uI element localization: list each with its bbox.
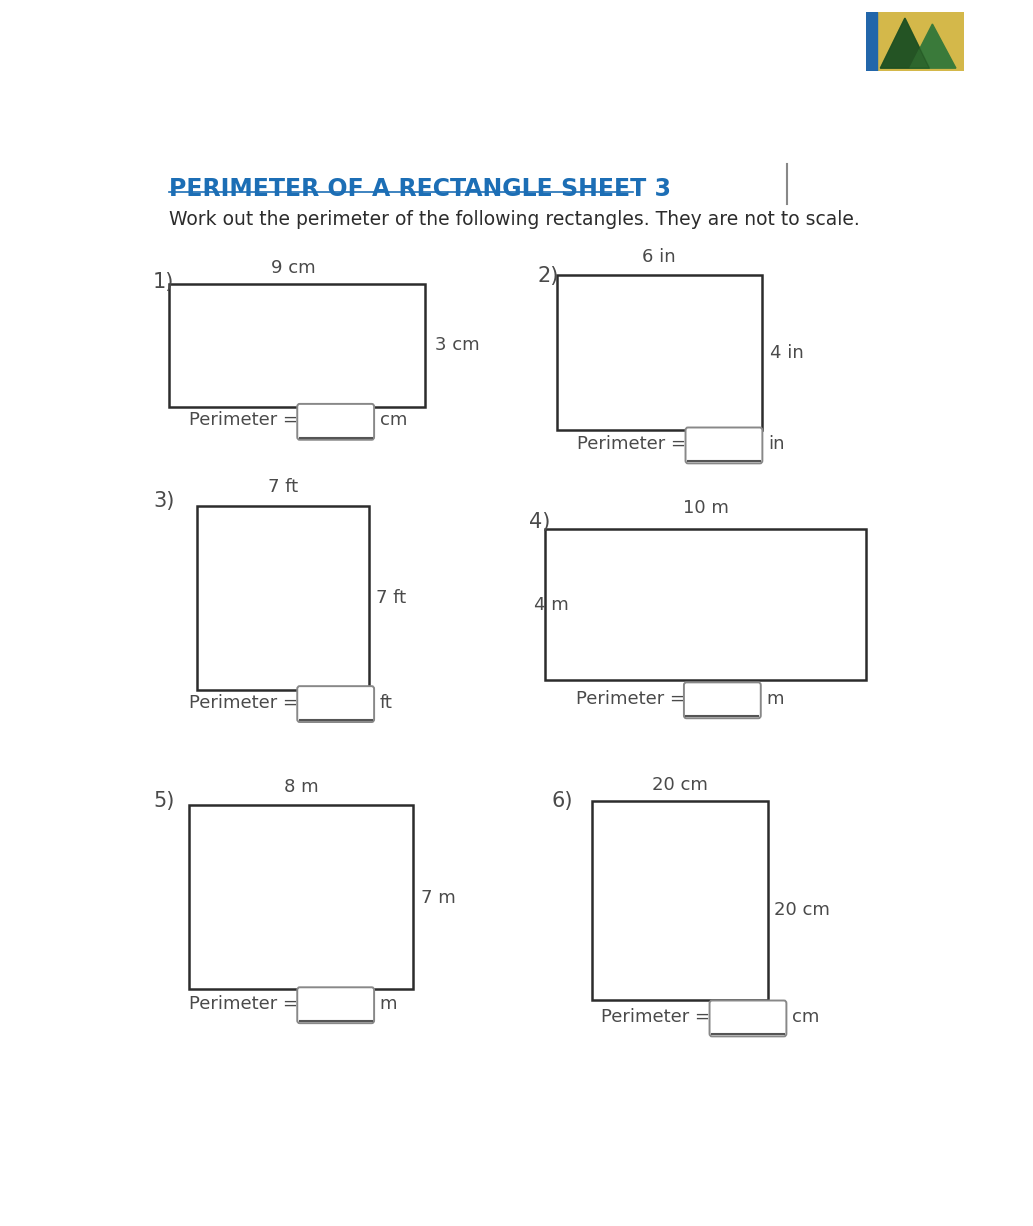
FancyBboxPatch shape (710, 1000, 786, 1036)
Polygon shape (880, 18, 930, 69)
Text: m: m (766, 690, 784, 707)
Text: Perimeter =: Perimeter = (575, 690, 691, 707)
Text: 9 cm: 9 cm (271, 260, 315, 277)
FancyBboxPatch shape (298, 687, 374, 722)
Bar (866, 12, 877, 71)
Text: 5): 5) (153, 791, 175, 810)
FancyBboxPatch shape (686, 428, 762, 463)
Text: cm: cm (792, 1008, 819, 1026)
FancyBboxPatch shape (684, 683, 760, 718)
Text: 20 cm: 20 cm (775, 901, 831, 920)
Text: Work out the perimeter of the following rectangles. They are not to scale.: Work out the perimeter of the following … (169, 211, 859, 229)
Text: 6 in: 6 in (643, 248, 676, 266)
Text: in: in (768, 435, 784, 452)
Text: Perimeter =: Perimeter = (189, 694, 304, 711)
Text: 10 m: 10 m (683, 499, 728, 517)
Text: Perimeter =: Perimeter = (189, 412, 304, 429)
Bar (592, 802, 768, 999)
Text: 2): 2) (537, 266, 559, 286)
Text: cm: cm (380, 412, 407, 429)
Bar (189, 805, 413, 989)
Bar (169, 284, 426, 407)
Text: 7 m: 7 m (420, 889, 456, 906)
Text: Perimeter =: Perimeter = (189, 994, 304, 1013)
Text: ft: ft (380, 694, 393, 711)
Text: 3): 3) (153, 490, 175, 511)
Text: 4): 4) (530, 512, 551, 532)
Text: Perimeter =: Perimeter = (577, 435, 692, 452)
Text: 8 m: 8 m (284, 777, 318, 796)
Polygon shape (910, 25, 956, 69)
Text: Perimeter =: Perimeter = (601, 1008, 716, 1026)
Text: 20 cm: 20 cm (652, 776, 708, 793)
Text: 3 cm: 3 cm (435, 336, 479, 354)
Text: 7 ft: 7 ft (376, 590, 406, 607)
Text: 7 ft: 7 ft (268, 478, 298, 497)
Bar (197, 506, 370, 690)
FancyBboxPatch shape (298, 987, 374, 1024)
FancyBboxPatch shape (298, 403, 374, 440)
Text: 6): 6) (552, 791, 573, 810)
Text: PERIMETER OF A RECTANGLE SHEET 3: PERIMETER OF A RECTANGLE SHEET 3 (169, 178, 671, 201)
Bar (558, 275, 761, 430)
Text: m: m (380, 994, 398, 1013)
Text: 4 m: 4 m (534, 596, 569, 614)
Text: 1): 1) (153, 272, 175, 292)
Polygon shape (880, 18, 930, 69)
Bar (545, 530, 866, 680)
Text: 4 in: 4 in (770, 345, 804, 362)
